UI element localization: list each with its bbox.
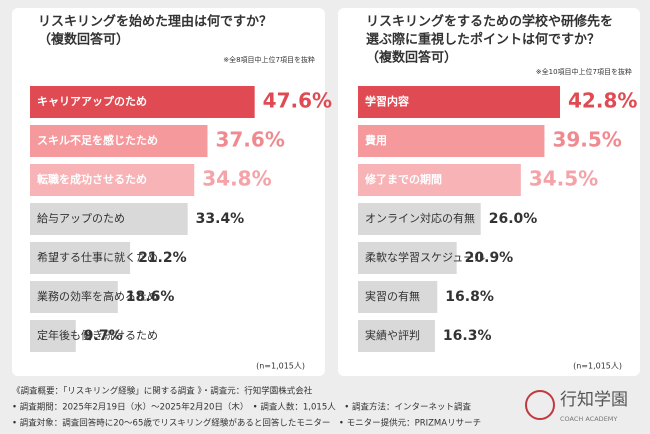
chart-title: リスキリングを始めた理由は何ですか？ — [38, 14, 272, 30]
bar — [358, 281, 438, 313]
chart-title: （複数回答可） — [38, 32, 129, 48]
category-label: オンライン対応の有無 — [365, 211, 475, 225]
bar — [30, 125, 208, 157]
category-label: 業務の効率を高めるため — [37, 289, 158, 303]
bar — [358, 242, 457, 274]
chart-title: 選ぶ際に重視したポイントは何ですか？ — [366, 32, 600, 48]
chart-title: （複数回答可） — [366, 50, 457, 66]
value-label: 33.4% — [196, 211, 245, 227]
category-label: 定年後も働き続けるため — [37, 328, 158, 342]
bar — [358, 203, 481, 235]
bar — [358, 125, 545, 157]
value-label: 26.0% — [489, 211, 538, 227]
note: ※全10項目中上位7項目を抜粋 — [536, 67, 632, 76]
logo-name: 行知学園 — [560, 390, 628, 410]
category-label: スキル不足を感じたため — [37, 133, 158, 147]
bar — [30, 164, 195, 196]
value-label: 34.5% — [529, 167, 598, 191]
chart-title: リスキリングをするための学校や研修先を — [366, 14, 613, 30]
value-label: 39.5% — [552, 128, 621, 152]
value-label: 37.6% — [215, 128, 284, 152]
category-label: 修了までの期間 — [364, 172, 442, 186]
value-label: 16.8% — [445, 289, 494, 305]
bar — [30, 320, 76, 352]
bar — [30, 242, 131, 274]
value-label: 18.6% — [126, 289, 175, 305]
footer-line: • 調査対象：調査回答時に20〜65歳でリスキリング経験があると回答したモニター… — [12, 418, 481, 429]
category-label: 柔軟な学習スケジュール — [365, 250, 485, 264]
category-label: 希望する仕事に就くため — [37, 250, 158, 264]
sample-size: (n=1,015人) — [573, 362, 622, 371]
category-label: キャリアアップのため — [37, 94, 147, 108]
value-label: 42.8% — [568, 89, 637, 113]
category-label: 実績や評判 — [365, 328, 420, 342]
bar — [358, 164, 521, 196]
category-label: 給与アップのため — [37, 211, 125, 225]
value-label: 20.9% — [465, 250, 514, 266]
value-label: 47.6% — [263, 89, 332, 113]
category-label: 学習内容 — [365, 94, 409, 108]
logo-sub: COACH ACADEMY — [560, 415, 617, 423]
value-label: 9.7% — [84, 328, 123, 344]
logo-icon — [525, 390, 555, 420]
value-label: 16.3% — [443, 328, 492, 344]
footer-line: • 調査期間：2025年2月19日（水）〜2025年2月20日（木） • 調査人… — [12, 402, 471, 413]
category-label: 費用 — [364, 133, 387, 147]
value-label: 34.8% — [202, 167, 271, 191]
category-label: 転職を成功させるため — [37, 172, 147, 186]
category-label: 実習の有無 — [365, 289, 420, 303]
bar — [358, 320, 435, 352]
footer-line: 《調査概要：「リスキリング経験」に関する調査 》・調査元：行知学園株式会社 — [12, 386, 313, 397]
bar — [30, 281, 118, 313]
value-label: 21.2% — [138, 250, 187, 266]
sample-size: (n=1,015人) — [256, 362, 305, 371]
bar — [30, 86, 255, 118]
bar — [30, 203, 188, 235]
bar — [358, 86, 561, 118]
note: ※全8項目中上位7項目を抜粋 — [223, 55, 315, 64]
